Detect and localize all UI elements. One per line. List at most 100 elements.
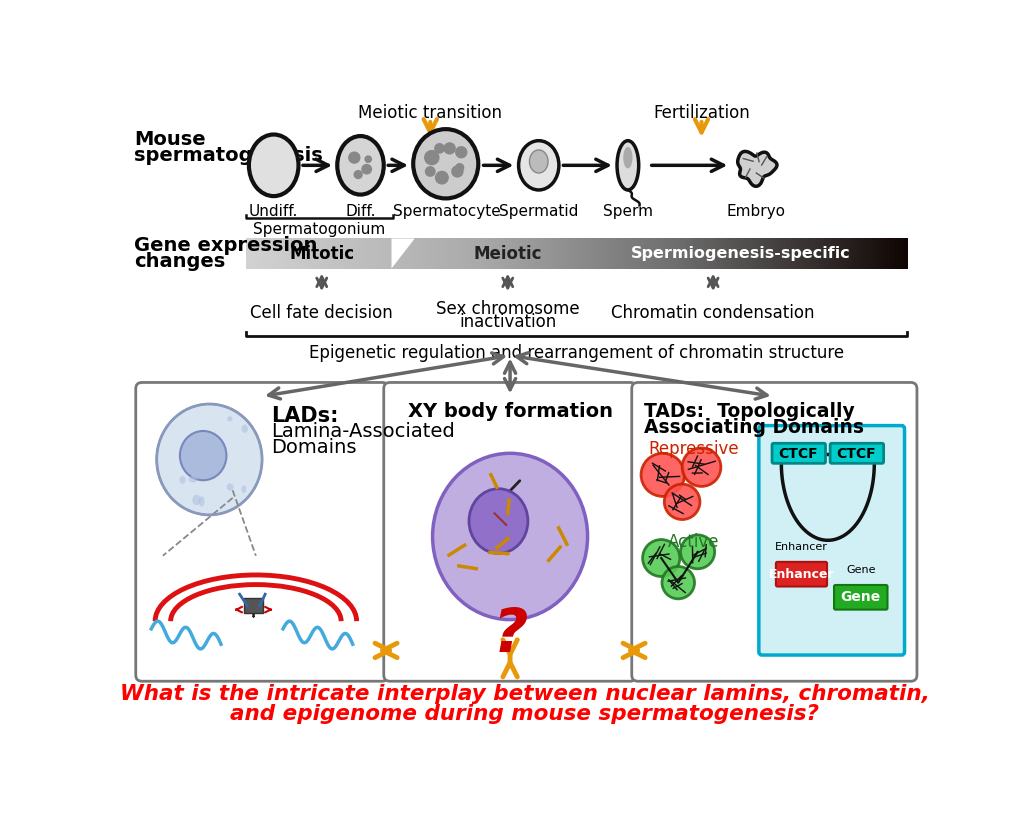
Bar [558,238,560,268]
Bar [368,238,371,268]
Bar [502,238,505,268]
Bar [453,238,455,268]
Ellipse shape [624,147,633,168]
Bar [813,238,815,268]
Bar [509,238,511,268]
Bar [302,238,304,268]
Bar [340,238,342,268]
Bar [833,238,835,268]
Bar [826,238,828,268]
FancyBboxPatch shape [136,382,388,681]
Bar [585,238,587,268]
Bar [356,238,359,268]
FancyBboxPatch shape [384,382,636,681]
Bar [531,238,535,268]
Bar [746,238,749,268]
Bar [262,238,265,268]
Bar [322,238,325,268]
Bar [848,238,850,268]
Text: Gene: Gene [846,565,876,575]
Bar [892,238,894,268]
Bar [723,238,726,268]
Bar [664,238,667,268]
Bar [252,238,255,268]
Bar [517,238,519,268]
Text: XY body formation: XY body formation [408,402,612,420]
Bar [687,238,689,268]
Bar [736,238,739,268]
Bar [272,238,274,268]
Bar [501,238,503,268]
Text: inactivation: inactivation [459,313,556,331]
Bar [801,238,804,268]
Bar [442,238,444,268]
Text: Lamina-Associated: Lamina-Associated [271,422,455,441]
Bar [373,238,376,268]
Bar [318,238,321,268]
Bar [824,238,826,268]
Bar [507,238,509,268]
Bar [469,238,471,268]
Bar [515,238,517,268]
Bar [707,238,710,268]
Ellipse shape [337,136,384,194]
Bar [295,238,298,268]
Bar [550,238,552,268]
Bar [289,238,291,268]
Bar [401,238,403,268]
Ellipse shape [452,165,464,177]
Bar [249,238,252,268]
Bar [513,238,516,268]
FancyBboxPatch shape [834,585,888,610]
Bar [770,238,772,268]
Bar [284,238,287,268]
Bar [741,238,744,268]
Bar [623,238,625,268]
Ellipse shape [348,151,360,163]
Bar [886,238,888,268]
Ellipse shape [361,163,372,175]
FancyBboxPatch shape [759,425,904,655]
Bar [291,238,293,268]
Bar [873,238,877,268]
Bar [768,238,770,268]
Bar [612,238,615,268]
Bar [781,238,783,268]
Bar [706,238,708,268]
Bar [456,238,458,268]
Bar [809,238,812,268]
Bar [552,238,554,268]
FancyBboxPatch shape [830,443,884,463]
Text: Undiff.: Undiff. [249,204,298,219]
Bar [698,238,701,268]
Bar [351,238,354,268]
Bar [327,238,329,268]
Bar [574,238,578,268]
Bar [479,238,481,268]
Bar [638,238,640,268]
Bar [477,238,479,268]
Bar [792,238,794,268]
Bar [464,238,466,268]
Bar [520,238,522,268]
Bar [587,238,589,268]
Bar [348,238,350,268]
Bar [547,238,549,268]
Bar [712,238,715,268]
Bar [889,238,891,268]
Bar [827,238,830,268]
Ellipse shape [209,455,218,461]
Bar [497,238,500,268]
Bar [313,238,316,268]
Bar [459,238,462,268]
Bar [796,238,799,268]
Bar [542,238,544,268]
Bar [604,238,607,268]
Bar [588,238,590,268]
Bar [593,238,595,268]
Circle shape [641,454,684,497]
Bar [644,238,646,268]
Bar [334,238,336,268]
Bar [283,238,285,268]
Bar [245,598,263,614]
